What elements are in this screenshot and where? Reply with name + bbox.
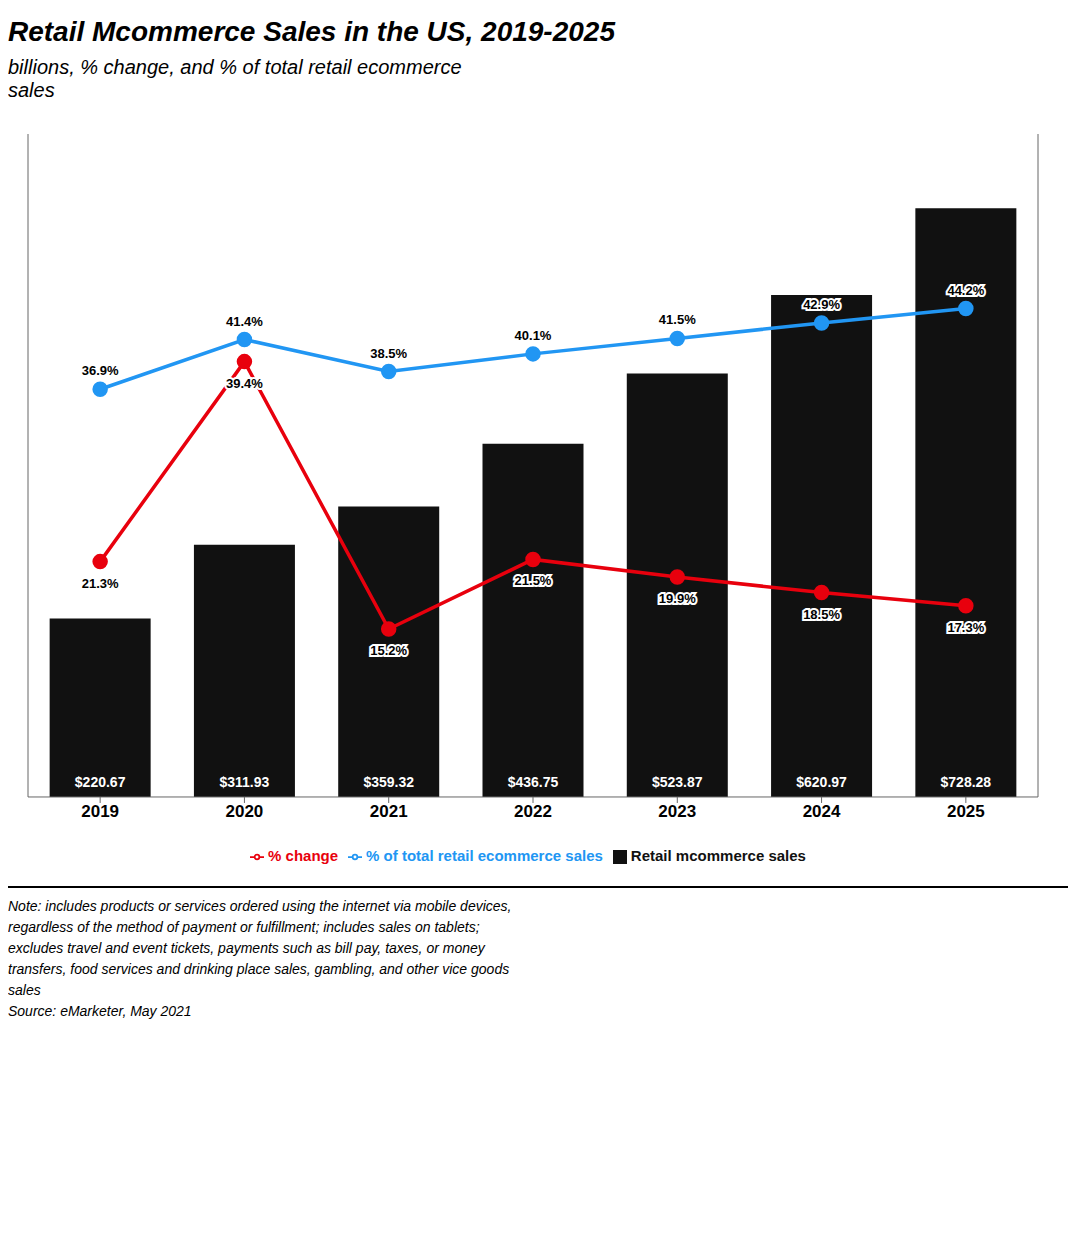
svg-text:44.2%: 44.2% [947,283,984,298]
svg-text:2020: 2020 [226,802,264,821]
svg-text:40.1%: 40.1% [515,328,552,343]
html-text:% of total retail ecommerce sa: % of total retail ecommerce sales [366,847,603,864]
html-text:Retail Mcommerce Sales in the: Retail Mcommerce Sales in the US, 2019-2… [8,16,615,47]
svg-text:$311.93: $311.93 [220,774,270,790]
svg-text:2024: 2024 [803,802,841,821]
svg-text:39.4%: 39.4% [226,376,263,391]
html-text:billions, % change, and % of t: billions, % change, and % of total retai… [8,56,462,101]
svg-text:$523.87: $523.87 [652,774,703,790]
svg-text:$620.97: $620.97 [796,774,847,790]
svg-text:2023: 2023 [658,802,696,821]
html-text:% change: % change [268,847,339,864]
svg-text:36.9%: 36.9% [82,363,119,378]
svg-text:$359.32: $359.32 [363,774,414,790]
svg-text:2021: 2021 [370,802,408,821]
svg-text:$220.67: $220.67 [75,774,126,790]
svg-text:21.3%: 21.3% [82,576,119,591]
svg-text:21.5%: 21.5% [515,573,552,588]
svg-text:38.5%: 38.5% [370,346,407,361]
svg-text:17.3%: 17.3% [947,620,984,635]
html-text:Retail mcommerce sales: Retail mcommerce sales [630,847,806,864]
svg-text:42.9%: 42.9% [803,297,840,312]
svg-text:18.5%: 18.5% [803,607,840,622]
svg-text:$728.28: $728.28 [941,774,992,790]
svg-text:41.5%: 41.5% [659,312,696,327]
svg-text:$436.75: $436.75 [508,774,559,790]
svg-text:2019: 2019 [81,802,119,821]
svg-text:2025: 2025 [947,802,985,821]
svg-text:15.2%: 15.2% [370,643,407,658]
svg-text:2022: 2022 [514,802,552,821]
svg-text:41.4%: 41.4% [226,314,263,329]
html-text:Note: includes products or ser: Note: includes products or services orde… [8,898,512,1019]
svg-text:19.9%: 19.9% [659,591,696,606]
